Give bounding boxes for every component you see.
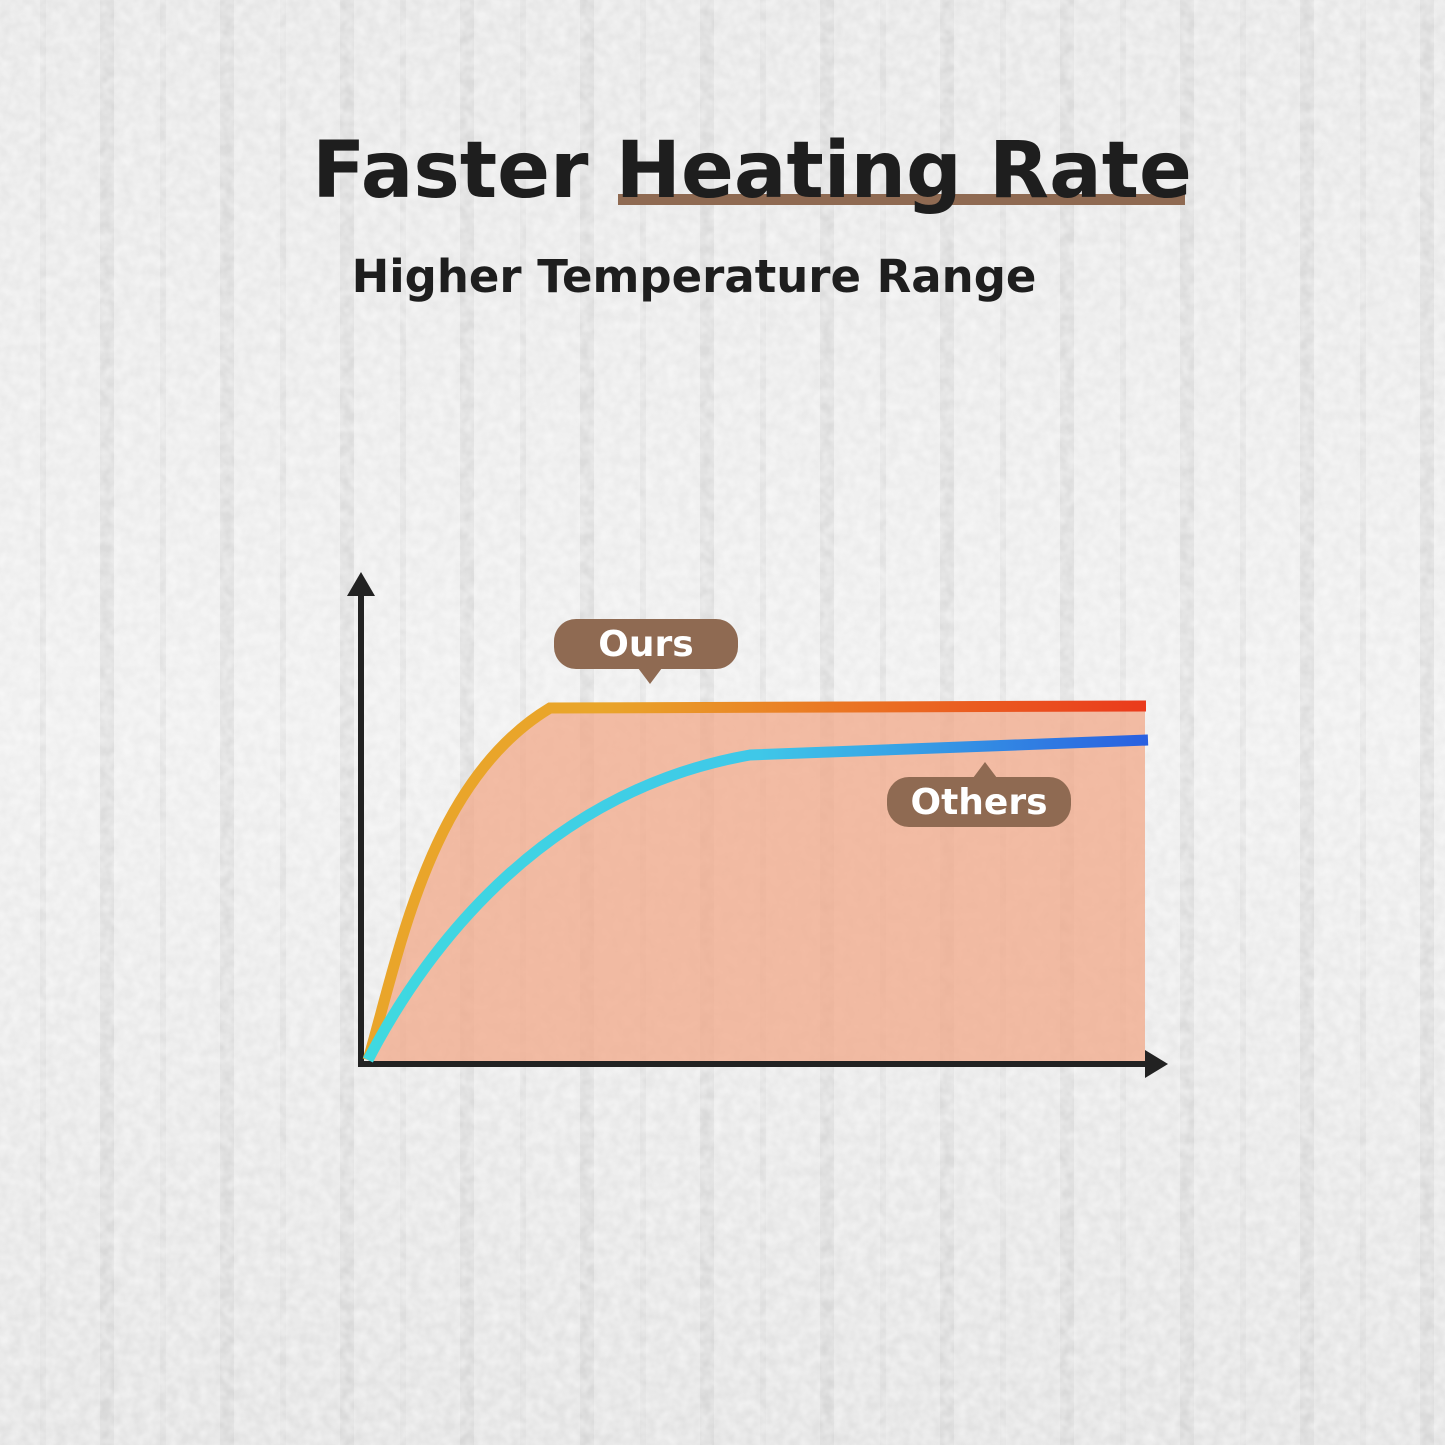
x-axis-arrow — [1145, 1050, 1168, 1078]
ours-label-bg — [554, 619, 738, 669]
subtitle: Higher Temperature Range — [352, 250, 1037, 303]
ours-curve — [362, 700, 1147, 1062]
y-axis-arrow — [347, 572, 375, 596]
others-label-pointer — [973, 762, 997, 778]
ours-label: Ours — [598, 624, 693, 665]
others-label: Others — [910, 782, 1047, 823]
others-label-bg — [887, 777, 1071, 827]
others-curve — [363, 734, 1149, 1063]
ours-label-pointer — [638, 668, 662, 684]
title: Faster Heating Rate — [312, 126, 1192, 216]
title-underline — [618, 194, 1185, 205]
